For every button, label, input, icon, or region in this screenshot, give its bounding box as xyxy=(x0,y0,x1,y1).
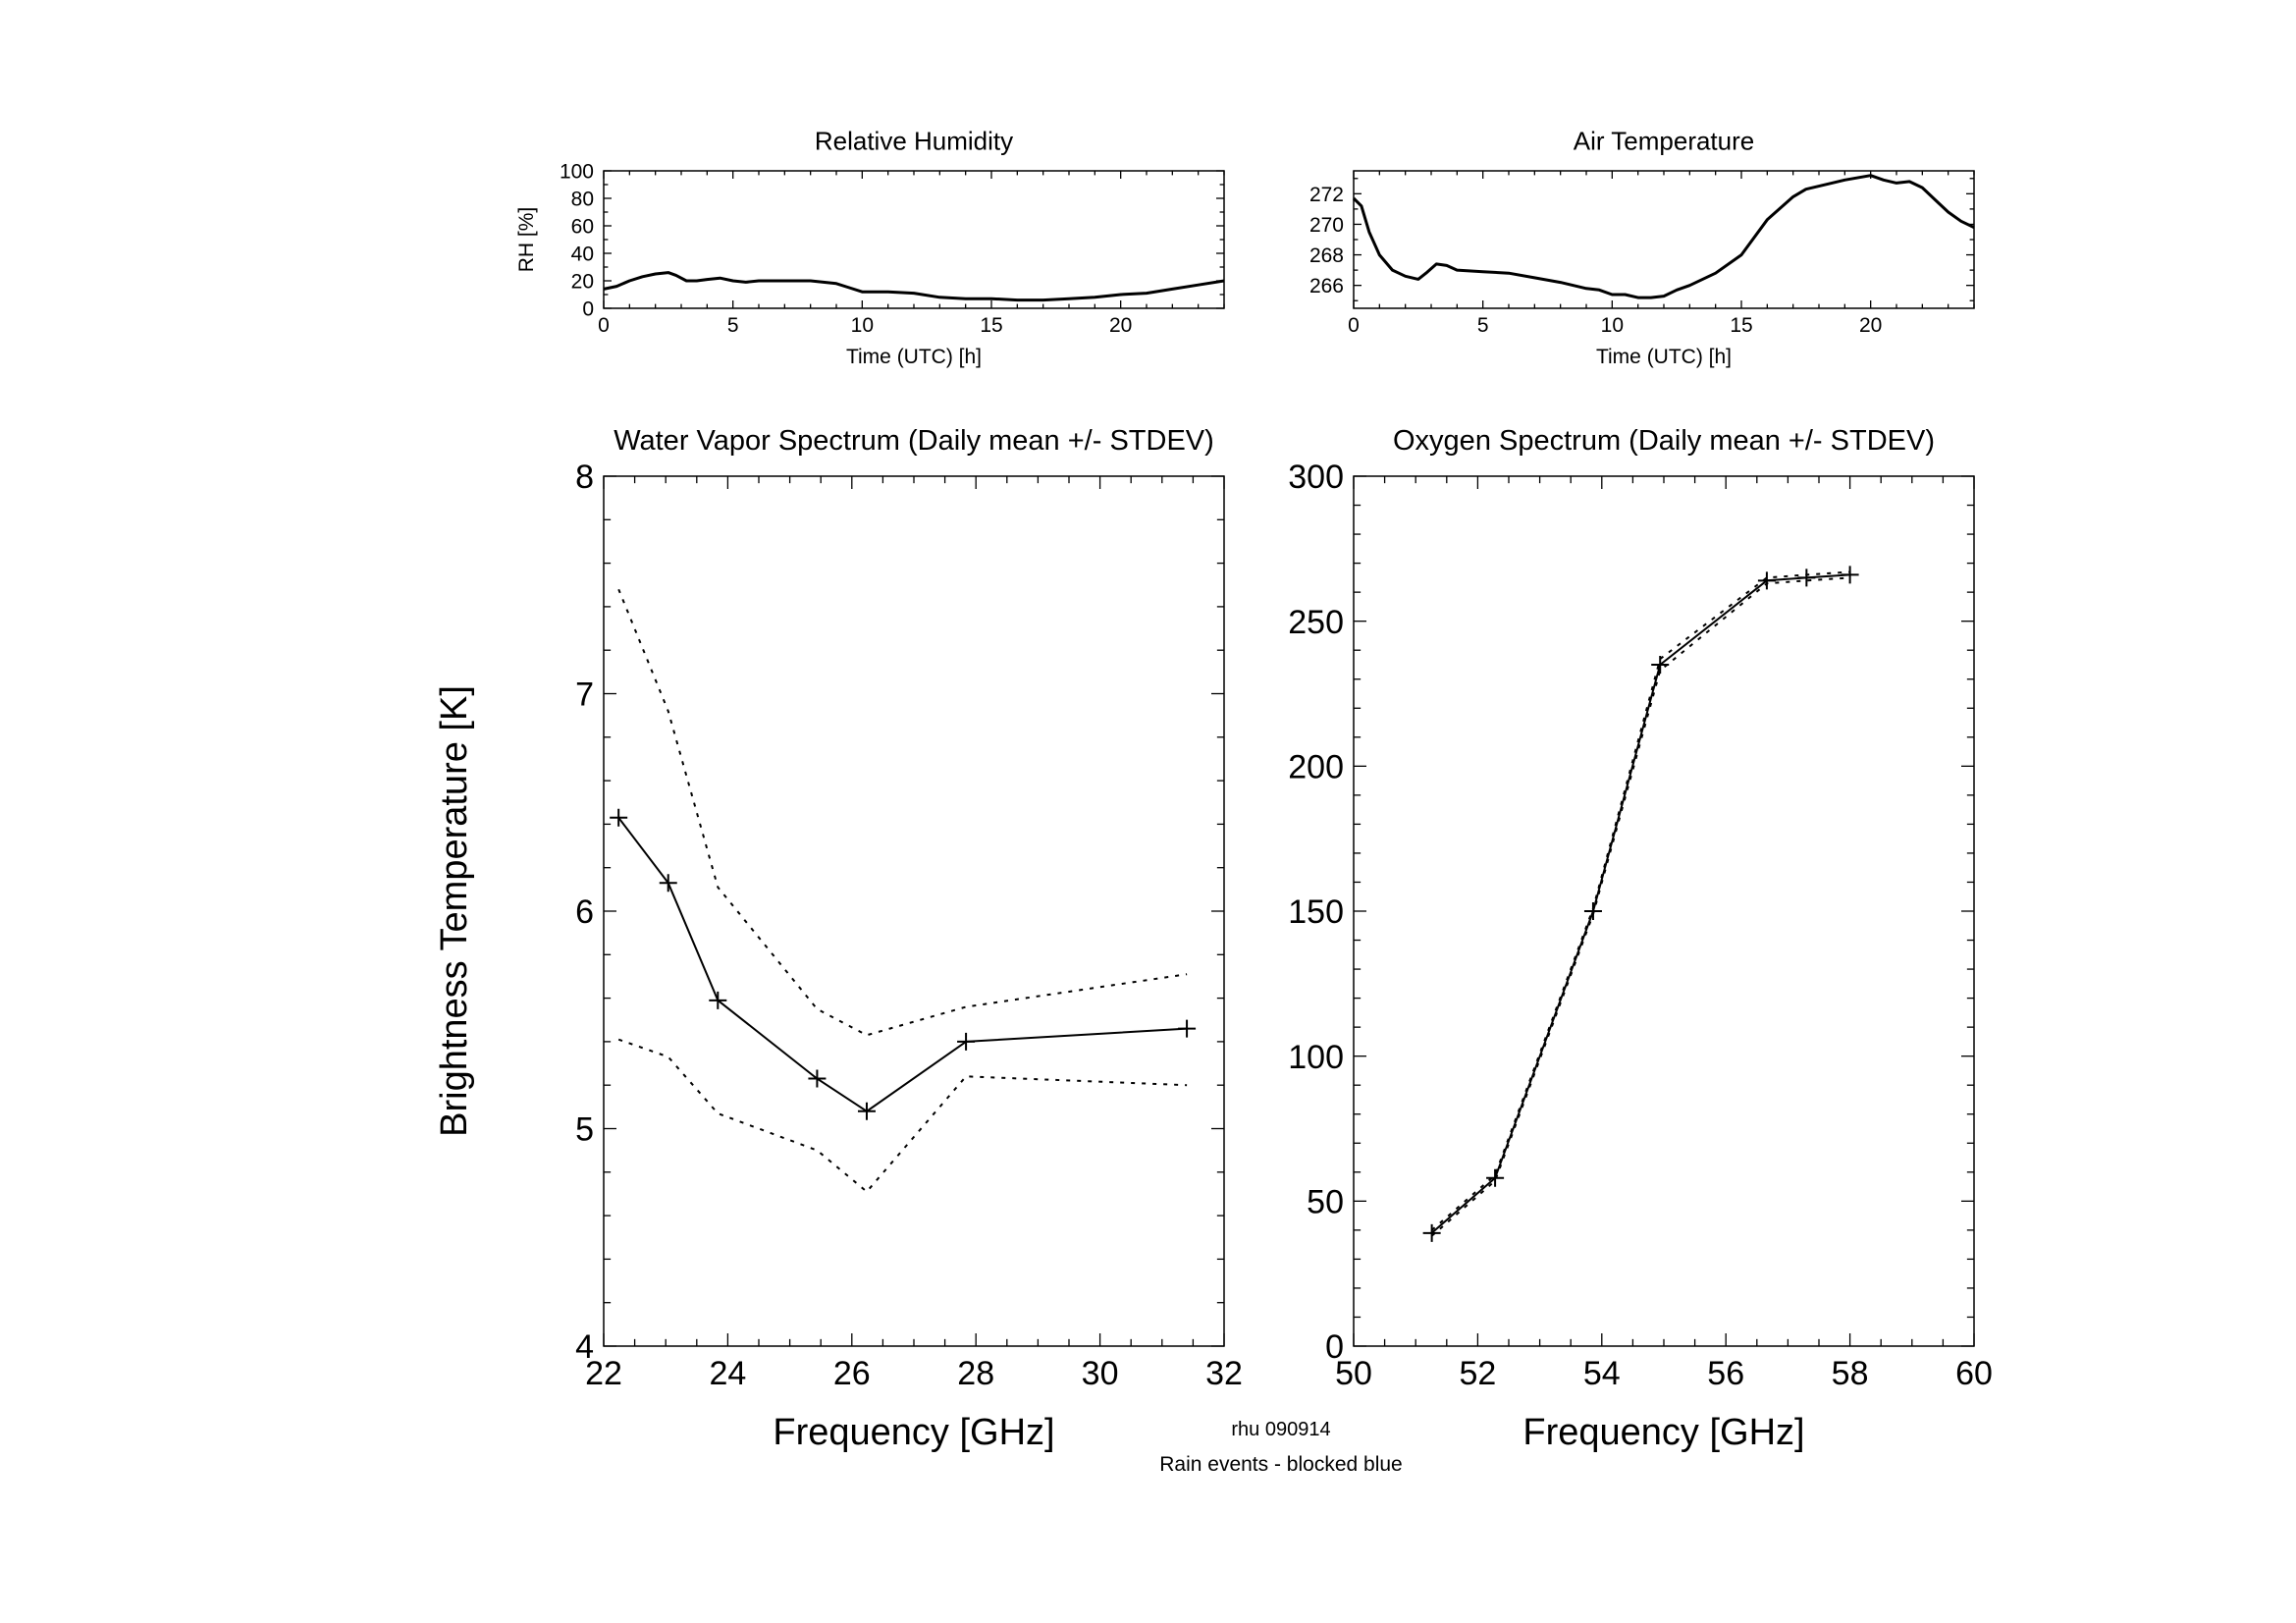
wv-y-tick-label: 5 xyxy=(575,1111,594,1149)
wv-y-tick-label: 7 xyxy=(575,676,594,714)
wv-y-tick-label: 8 xyxy=(575,459,594,496)
rh-series-mean-line xyxy=(603,271,1225,302)
wv-x-tick-label: 28 xyxy=(957,1355,994,1392)
wv-data-point-marker xyxy=(709,991,727,1009)
wv-data-point-marker xyxy=(1178,1019,1197,1038)
rh-y-tick-label: 40 xyxy=(571,243,594,266)
ox-y-tick-label: 250 xyxy=(1288,604,1344,641)
temp-y-tick-label: 270 xyxy=(1309,214,1344,237)
wv-x-tick-label: 24 xyxy=(709,1355,746,1392)
ox-x-tick-label: 56 xyxy=(1707,1355,1744,1392)
rh-y-tick-label: 80 xyxy=(571,189,594,211)
wv-x-tick-label: 32 xyxy=(1205,1355,1243,1392)
wv-series-lower-line xyxy=(617,1038,1188,1193)
ox-series-mean-line xyxy=(1430,573,1850,1234)
ox-data-point-marker xyxy=(1841,566,1859,584)
wv-x-axis-label: Frequency [GHz] xyxy=(773,1412,1054,1453)
temp-x-axis-label: Time (UTC) [h] xyxy=(1596,346,1732,368)
ox-y-tick-label: 50 xyxy=(1307,1184,1344,1221)
temp-x-tick-label: 20 xyxy=(1859,314,1882,337)
temp-x-tick-label: 10 xyxy=(1601,314,1624,337)
ox-series-upper-line xyxy=(1430,570,1850,1231)
ox-series-lower-line xyxy=(1430,576,1850,1237)
ox-x-tick-label: 54 xyxy=(1583,1355,1621,1392)
rh-x-tick-label: 0 xyxy=(598,314,610,337)
rh-title: Relative Humidity xyxy=(815,127,1013,156)
rh-y-tick-label: 20 xyxy=(571,271,594,294)
rh-x-tick-label: 5 xyxy=(727,314,739,337)
rh-x-tick-label: 15 xyxy=(980,314,1002,337)
temp-x-tick-label: 5 xyxy=(1477,314,1489,337)
ox-title: Oxygen Spectrum (Daily mean +/- STDEV) xyxy=(1393,425,1935,457)
temp-series-mean-line xyxy=(1352,174,1975,299)
ox-x-tick-label: 50 xyxy=(1335,1355,1372,1392)
ox-y-tick-label: 150 xyxy=(1288,893,1344,931)
wv-y-tick-label: 6 xyxy=(575,893,594,931)
rh-y-tick-label: 100 xyxy=(560,161,594,184)
wv-y-tick-label: 4 xyxy=(575,1328,594,1366)
ox-y-tick-label: 300 xyxy=(1288,459,1344,496)
wv-data-point-marker xyxy=(857,1102,876,1120)
ox-x-tick-label: 58 xyxy=(1832,1355,1869,1392)
ox-plot-frame xyxy=(1353,475,1975,1347)
wv-title: Water Vapor Spectrum (Daily mean +/- STD… xyxy=(614,425,1214,457)
footer-id-label: rhu 090914 xyxy=(1231,1419,1330,1440)
temp-y-tick-label: 272 xyxy=(1309,184,1344,206)
rh-plot-frame xyxy=(603,170,1225,309)
ox-data-point-marker xyxy=(1757,571,1776,590)
wv-x-tick-label: 22 xyxy=(585,1355,622,1392)
ox-y-tick-label: 100 xyxy=(1288,1039,1344,1076)
wv-series-mean-line xyxy=(617,817,1188,1112)
ox-x-axis-label: Frequency [GHz] xyxy=(1522,1412,1804,1453)
temp-panel: 0 5 10 15 20 266 268 270 272 Air Temperature Time … xyxy=(1309,127,1975,368)
temp-plot-frame xyxy=(1353,170,1975,309)
footer-rain-note: Rain events - blocked blue xyxy=(1159,1453,1402,1476)
rh-y-axis-label: RH [%] xyxy=(515,207,538,273)
ox-data-point-marker xyxy=(1797,568,1816,587)
wv-x-tick-label: 30 xyxy=(1082,1355,1119,1392)
temp-y-tick-label: 268 xyxy=(1309,244,1344,267)
wv-data-point-marker xyxy=(957,1032,976,1051)
wv-data-point-marker xyxy=(610,808,628,827)
wv-plot-frame xyxy=(603,475,1225,1347)
rh-x-tick-label: 10 xyxy=(851,314,874,337)
ox-data-point-marker xyxy=(1486,1168,1505,1187)
wv-data-point-marker xyxy=(659,874,677,893)
ox-y-tick-label: 200 xyxy=(1288,749,1344,786)
wv-x-tick-label: 26 xyxy=(833,1355,871,1392)
temp-x-tick-label: 15 xyxy=(1730,314,1752,337)
temp-title: Air Temperature xyxy=(1574,127,1755,156)
rh-x-tick-label: 20 xyxy=(1109,314,1132,337)
temp-y-tick-label: 266 xyxy=(1309,275,1344,298)
ox-x-tick-label: 60 xyxy=(1955,1355,1993,1392)
wv-series-upper-line xyxy=(617,588,1188,1037)
ox-x-tick-label: 52 xyxy=(1459,1355,1496,1392)
rh-y-tick-label: 0 xyxy=(582,298,594,321)
wv-data-point-marker xyxy=(808,1069,827,1088)
wv-y-axis-label: Brightness Temperature [K] xyxy=(434,685,475,1137)
rh-y-tick-label: 60 xyxy=(571,216,594,239)
rh-x-axis-label: Time (UTC) [h] xyxy=(846,346,982,368)
ox-y-tick-label: 0 xyxy=(1325,1328,1344,1366)
wv-panel: 22 24 26 28 30 32 4 5 6 7 8 Water Vapor Spectrum (D… xyxy=(434,425,1243,1453)
ox-data-point-marker xyxy=(1422,1223,1441,1242)
temp-x-tick-label: 0 xyxy=(1348,314,1360,337)
